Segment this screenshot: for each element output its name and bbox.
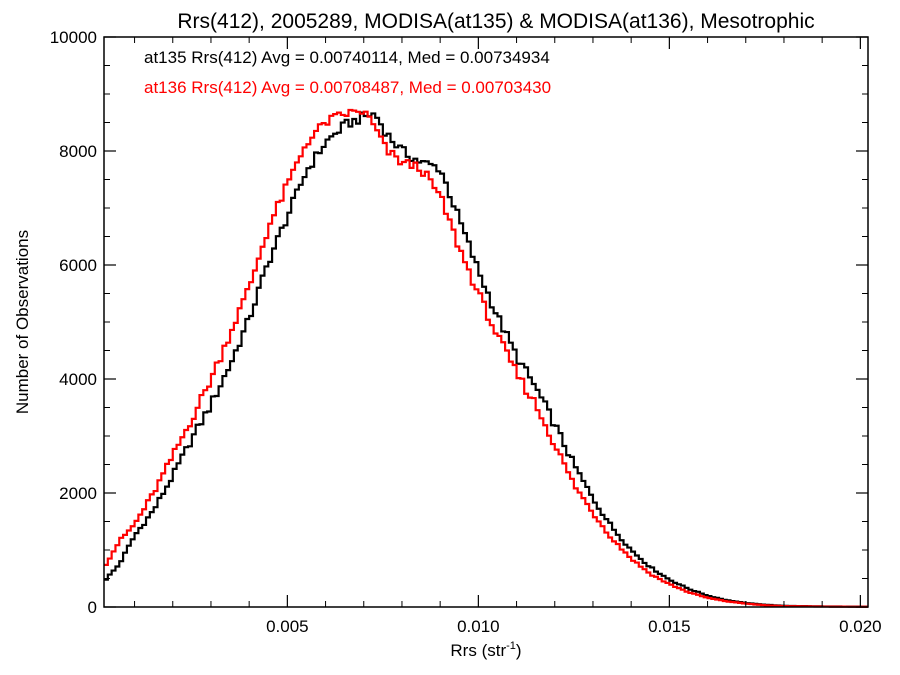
y-axis-label: Number of Observations — [13, 230, 32, 414]
x-tick-label: 0.015 — [648, 617, 691, 636]
x-axis-label-end: ) — [516, 641, 522, 660]
plot-frame — [103, 36, 869, 608]
x-axis-label-superscript: -1 — [506, 640, 516, 652]
x-axis-label-main: Rrs (str — [450, 641, 506, 660]
x-axis-label: Rrs (str-1) — [450, 640, 521, 660]
x-tick-label: 0.010 — [457, 617, 500, 636]
plot-content — [104, 108, 868, 608]
x-axis: 0.005 0.010 0.015 0.020 — [134, 37, 882, 636]
legend-annotation-at135: at135 Rrs(412) Avg = 0.00740114, Med = 0… — [144, 48, 550, 67]
y-tick-label: 0 — [88, 598, 97, 617]
x-tick-label: 0.005 — [266, 617, 309, 636]
legend-annotation-at136: at136 Rrs(412) Avg = 0.00708487, Med = 0… — [144, 78, 551, 97]
y-tick-label: 6000 — [59, 256, 97, 275]
y-axis: 0 2000 4000 6000 8000 10000 — [50, 28, 868, 617]
series-line-at135 — [104, 111, 868, 608]
y-tick-label: 8000 — [59, 142, 97, 161]
y-tick-label: 4000 — [59, 370, 97, 389]
x-tick-label: 0.020 — [839, 617, 882, 636]
chart-title: Rrs(412), 2005289, MODISA(at135) & MODIS… — [177, 10, 814, 33]
series-line-at136 — [104, 108, 868, 608]
y-tick-label: 2000 — [59, 484, 97, 503]
y-tick-label: 10000 — [50, 28, 97, 47]
